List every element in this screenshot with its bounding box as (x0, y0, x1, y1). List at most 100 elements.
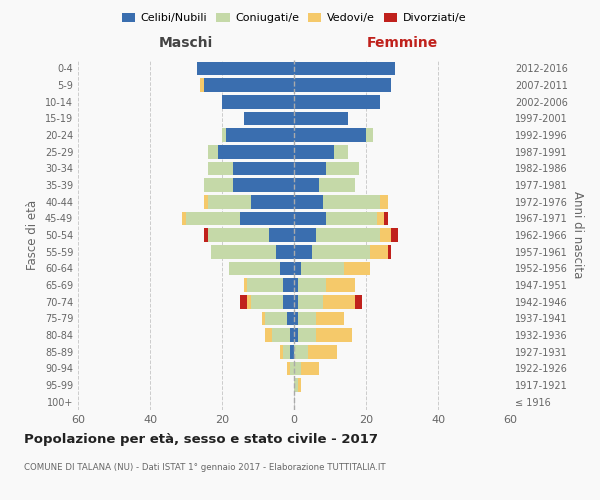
Bar (294, 262, 301, 275)
Bar (294, 362, 301, 375)
Bar (283, 345, 290, 358)
Bar (294, 278, 298, 292)
Bar (251, 295, 283, 308)
Bar (294, 145, 334, 158)
Bar (204, 78, 294, 92)
Bar (283, 295, 294, 308)
Bar (298, 328, 316, 342)
Bar (323, 195, 380, 208)
Bar (370, 245, 388, 258)
Bar (211, 245, 276, 258)
Text: COMUNE DI TALANA (NU) - Dati ISTAT 1° gennaio 2017 - Elaborazione TUTTITALIA.IT: COMUNE DI TALANA (NU) - Dati ISTAT 1° ge… (24, 462, 386, 471)
Bar (290, 345, 294, 358)
Bar (294, 95, 380, 108)
Bar (269, 228, 294, 242)
Bar (294, 212, 326, 225)
Bar (222, 95, 294, 108)
Bar (276, 245, 294, 258)
Bar (316, 312, 344, 325)
Text: Popolazione per età, sesso e stato civile - 2017: Popolazione per età, sesso e stato civil… (24, 432, 378, 446)
Bar (294, 295, 298, 308)
Bar (294, 78, 391, 92)
Bar (294, 378, 298, 392)
Bar (380, 195, 388, 208)
Bar (233, 162, 294, 175)
Bar (244, 112, 294, 125)
Bar (208, 228, 269, 242)
Bar (344, 262, 370, 275)
Bar (240, 295, 247, 308)
Bar (247, 295, 251, 308)
Bar (301, 262, 344, 275)
Bar (272, 328, 290, 342)
Bar (326, 212, 377, 225)
Bar (316, 328, 352, 342)
Bar (229, 262, 280, 275)
Y-axis label: Anni di nascita: Anni di nascita (571, 192, 584, 278)
Bar (204, 178, 233, 192)
Bar (280, 345, 283, 358)
Bar (298, 295, 323, 308)
Bar (204, 195, 208, 208)
Bar (316, 228, 380, 242)
Bar (294, 312, 298, 325)
Bar (218, 145, 294, 158)
Bar (233, 178, 294, 192)
Bar (186, 212, 240, 225)
Bar (334, 145, 348, 158)
Bar (294, 345, 308, 358)
Bar (294, 112, 348, 125)
Bar (294, 178, 319, 192)
Bar (326, 278, 355, 292)
Bar (388, 245, 391, 258)
Bar (200, 78, 204, 92)
Bar (298, 312, 316, 325)
Bar (298, 278, 326, 292)
Bar (326, 162, 359, 175)
Bar (294, 162, 326, 175)
Bar (294, 328, 298, 342)
Text: Femmine: Femmine (367, 36, 437, 50)
Bar (244, 278, 247, 292)
Bar (287, 312, 294, 325)
Bar (265, 328, 272, 342)
Bar (294, 128, 366, 142)
Bar (208, 162, 233, 175)
Y-axis label: Fasce di età: Fasce di età (26, 200, 39, 270)
Bar (323, 295, 355, 308)
Bar (294, 228, 316, 242)
Bar (265, 312, 287, 325)
Bar (197, 62, 294, 75)
Bar (380, 228, 391, 242)
Bar (312, 245, 370, 258)
Bar (298, 378, 301, 392)
Legend: Celibi/Nubili, Coniugati/e, Vedovi/e, Divorziati/e: Celibi/Nubili, Coniugati/e, Vedovi/e, Di… (118, 8, 470, 28)
Bar (377, 212, 384, 225)
Bar (283, 278, 294, 292)
Bar (222, 128, 226, 142)
Bar (301, 362, 319, 375)
Bar (208, 195, 251, 208)
Bar (262, 312, 265, 325)
Bar (391, 228, 398, 242)
Bar (240, 212, 294, 225)
Bar (280, 262, 294, 275)
Bar (182, 212, 186, 225)
Bar (290, 362, 294, 375)
Bar (226, 128, 294, 142)
Bar (308, 345, 337, 358)
Bar (290, 328, 294, 342)
Bar (294, 62, 395, 75)
Bar (247, 278, 283, 292)
Bar (251, 195, 294, 208)
Bar (384, 212, 388, 225)
Bar (294, 245, 312, 258)
Bar (319, 178, 355, 192)
Bar (355, 295, 362, 308)
Text: Maschi: Maschi (159, 36, 213, 50)
Bar (208, 145, 218, 158)
Bar (204, 228, 208, 242)
Bar (294, 195, 323, 208)
Bar (287, 362, 290, 375)
Bar (366, 128, 373, 142)
